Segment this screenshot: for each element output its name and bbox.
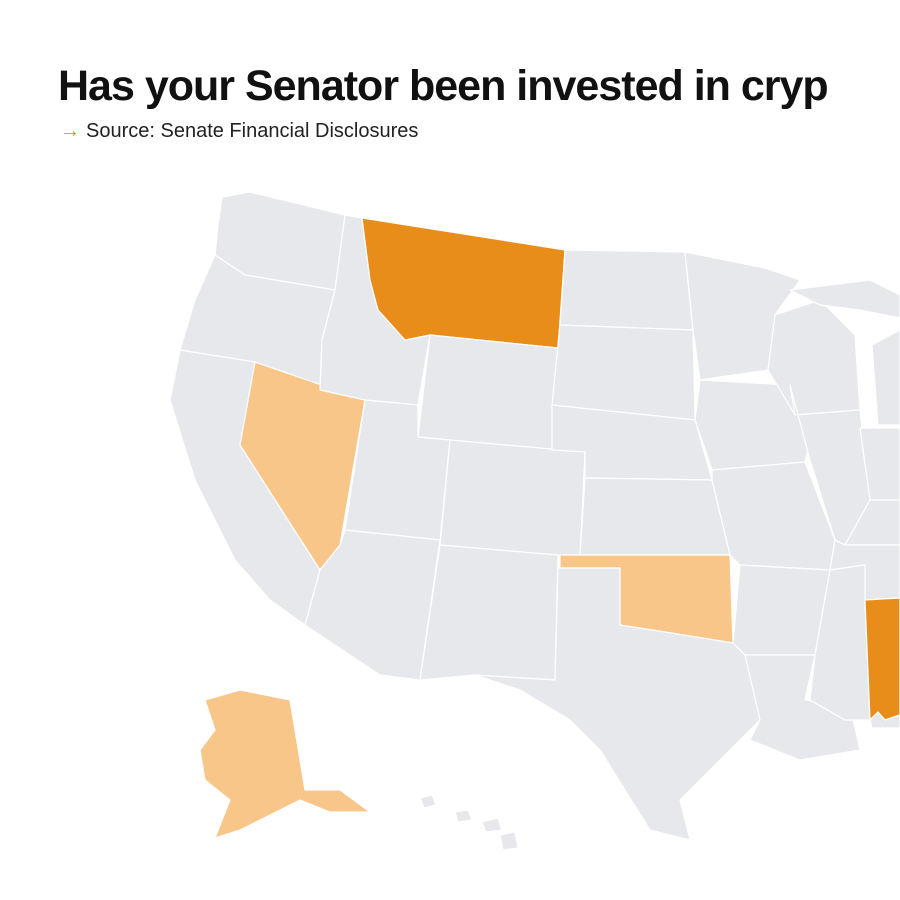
state-kansas[interactable]: [579, 477, 731, 556]
state-shape-alabama[interactable]: [864, 597, 900, 721]
state-shape-new-mexico[interactable]: [419, 544, 559, 681]
state-kentucky[interactable]: [844, 499, 900, 546]
source-line: → Source: Senate Financial Disclosures: [60, 120, 418, 143]
state-shape-florida[interactable]: [869, 711, 900, 729]
state-shape-alaska[interactable]: [199, 689, 371, 839]
state-new-mexico[interactable]: [419, 544, 559, 681]
state-arizona[interactable]: [304, 529, 441, 681]
state-shape-north-dakota[interactable]: [559, 249, 694, 331]
state-shape-louisiana[interactable]: [744, 654, 861, 761]
state-hawaii[interactable]: [419, 794, 519, 851]
state-shape-kansas[interactable]: [579, 477, 731, 556]
state-mississippi[interactable]: [809, 564, 871, 721]
state-wyoming[interactable]: [417, 334, 559, 451]
state-shape-texas[interactable]: [474, 567, 761, 841]
state-shape-hawaii[interactable]: [499, 831, 519, 851]
state-indiana[interactable]: [859, 427, 900, 501]
state-colorado[interactable]: [439, 439, 586, 559]
state-shape-mississippi[interactable]: [809, 564, 871, 721]
state-texas[interactable]: [474, 567, 761, 841]
state-shape-wyoming[interactable]: [417, 334, 559, 451]
state-shape-hawaii[interactable]: [419, 794, 437, 809]
state-shape-hawaii[interactable]: [481, 817, 503, 833]
state-shape-arkansas[interactable]: [732, 564, 831, 656]
state-michigan[interactable]: [789, 279, 900, 426]
state-shape-hawaii[interactable]: [454, 809, 473, 823]
state-shape-indiana[interactable]: [859, 427, 900, 501]
state-shape-colorado[interactable]: [439, 439, 586, 559]
state-florida[interactable]: [869, 711, 900, 729]
state-north-dakota[interactable]: [559, 249, 694, 331]
arrow-right-icon: →: [60, 120, 80, 142]
state-south-dakota[interactable]: [551, 324, 696, 421]
state-alabama[interactable]: [864, 597, 900, 721]
state-alaska[interactable]: [199, 689, 371, 839]
state-shape-michigan[interactable]: [871, 329, 900, 426]
state-arkansas[interactable]: [732, 564, 831, 656]
state-shape-south-dakota[interactable]: [551, 324, 696, 421]
source-text: Source: Senate Financial Disclosures: [86, 120, 419, 142]
state-shape-kentucky[interactable]: [844, 499, 900, 546]
state-shape-michigan[interactable]: [789, 279, 900, 319]
state-shape-arizona[interactable]: [304, 529, 441, 681]
state-louisiana[interactable]: [744, 654, 861, 761]
page-title: Has your Senator been invested in cryp: [58, 62, 829, 110]
